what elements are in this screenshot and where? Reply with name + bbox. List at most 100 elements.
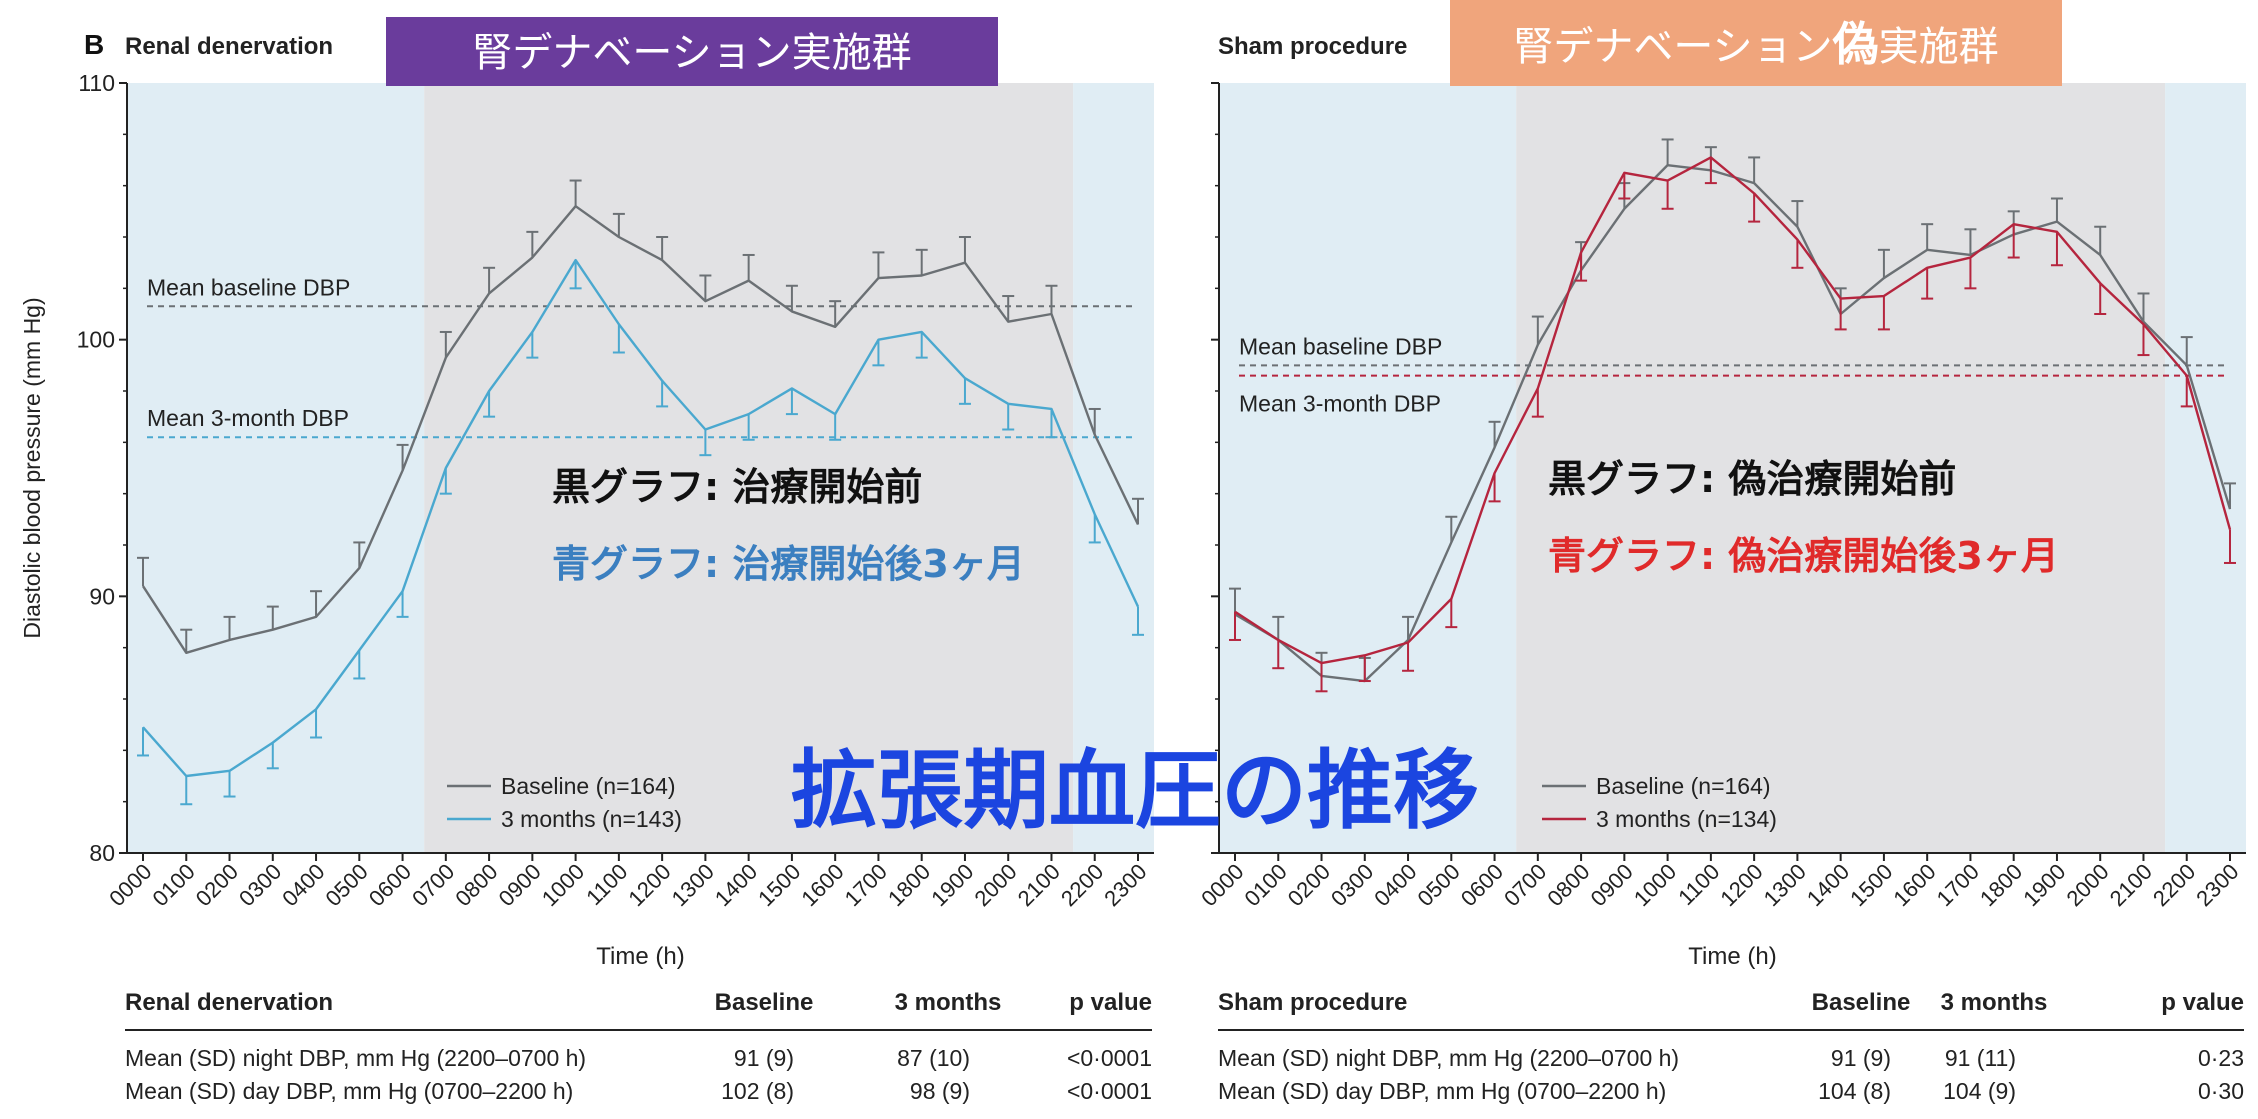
series-line (1234, 156, 2232, 665)
panel-sham: 0000010002000300040005000600070008000900… (1196, 33, 2246, 1104)
annotation-note: 青グラフ: 治療開始後3ヶ月 (552, 542, 1025, 586)
x-tick-label: 0100 (148, 859, 200, 911)
table-cell: 0·23 (2198, 1045, 2244, 1071)
rdn-banner (386, 17, 998, 86)
x-tick-label: 0700 (1499, 859, 1551, 911)
table-row: Mean (SD) day DBP, mm Hg (0700–2200 h) 10… (1218, 1078, 2244, 1104)
x-tick-label: 1000 (1629, 859, 1681, 911)
table-cell: 102 (8) (721, 1078, 794, 1104)
y-axis-title: Diastolic blood pressure (mm Hg) (19, 297, 45, 638)
x-tick-label: 1700 (840, 859, 892, 911)
x-tick-label: 1100 (1673, 859, 1724, 910)
x-tick-label: 0100 (1240, 859, 1292, 911)
x-tick-label: 0400 (1369, 859, 1421, 911)
day-band (424, 83, 1074, 853)
x-tick-label: 2300 (2191, 859, 2243, 911)
table-header: 3 months (895, 989, 1002, 1016)
y-tick-label: 80 (89, 840, 115, 866)
y-tick-label: 90 (89, 583, 115, 609)
x-tick-label: 1200 (623, 859, 675, 911)
series-1 (1229, 156, 2236, 693)
figure-label: B (84, 29, 104, 60)
table-cell: Mean (SD) night DBP, mm Hg (2200–0700 h) (125, 1045, 586, 1071)
table-cell: 91 (9) (734, 1045, 794, 1071)
x-tick-label: 1800 (883, 859, 935, 911)
panel-rdn: 80 90 100 110 000001000200030004000500060007… (77, 33, 1154, 1104)
x-tick-label: 2000 (969, 859, 1021, 911)
x-tick-label: 1200 (1715, 859, 1767, 911)
x-tick-label: 1700 (1932, 859, 1984, 911)
y-tick-label: 110 (78, 70, 115, 96)
x-tick-label: 0300 (234, 859, 286, 911)
table-cell: 104 (8) (1818, 1078, 1891, 1104)
x-tick-label: 1600 (796, 859, 848, 911)
x-tick-label: 2100 (2105, 859, 2157, 911)
sham-banner (1450, 0, 2062, 86)
x-tick-label: 0500 (321, 859, 373, 911)
series-1 (137, 258, 1144, 806)
x-axis-title: Time (h) (596, 943, 684, 970)
table-header: p value (2161, 989, 2244, 1016)
mean-line-label: Mean baseline DBP (1239, 333, 1442, 359)
main-title: 拡張期血圧の推移 (791, 741, 1479, 841)
x-tick-label: 1300 (1759, 859, 1811, 911)
night-band (1219, 83, 1517, 853)
x-tick-label: 1300 (667, 859, 719, 911)
x-tick-label: 0800 (1542, 859, 1594, 911)
x-tick-label: 0400 (277, 859, 329, 911)
panel-title: Renal denervation (125, 33, 333, 60)
table-header: Sham procedure (1218, 989, 1407, 1016)
legend-label: Baseline (n=164) (501, 773, 676, 799)
table-header: Baseline (715, 989, 814, 1016)
x-tick-label: 0200 (191, 859, 243, 911)
night-band (2165, 83, 2246, 853)
table-row: Mean (SD) night DBP, mm Hg (2200–0700 h)… (125, 1045, 1152, 1071)
night-band (1073, 83, 1154, 853)
x-tick-label: 2100 (1013, 859, 1065, 911)
panel-title: Sham procedure (1218, 33, 1407, 60)
x-tick-label: 1900 (2018, 859, 2070, 911)
x-tick-label: 0600 (364, 859, 416, 911)
x-tick-label: 0600 (1456, 859, 1508, 911)
table-cell: <0·0001 (1067, 1078, 1152, 1104)
table-header: p value (1069, 989, 1152, 1016)
x-tick-label: 1600 (1888, 859, 1940, 911)
x-tick-label: 0200 (1283, 859, 1335, 911)
x-tick-label: 1000 (537, 859, 589, 911)
series-line (141, 204, 1140, 654)
legend-label: Baseline (n=164) (1596, 773, 1771, 799)
annotation-note: 黒グラフ: 治療開始前 (552, 465, 922, 509)
x-tick-label: 1400 (1802, 859, 1854, 911)
table-cell: Mean (SD) day DBP, mm Hg (0700–2200 h) (1218, 1078, 1666, 1104)
table-row: Mean (SD) day DBP, mm Hg (0700–2200 h) 10… (125, 1078, 1152, 1104)
x-tick-label: 1500 (1845, 859, 1897, 911)
rdn-banner-text: 腎デナベーション実施群 (472, 30, 911, 76)
x-tick-label: 0800 (450, 859, 502, 911)
x-tick-label: 0700 (407, 859, 459, 911)
table-cell: 91 (11) (1945, 1045, 2016, 1071)
x-tick-label: 0300 (1326, 859, 1378, 911)
x-tick-label: 0900 (494, 859, 546, 911)
x-tick-label: 2200 (2148, 859, 2200, 911)
table-cell: <0·0001 (1067, 1045, 1152, 1071)
table-header: 3 months (1941, 989, 2048, 1016)
legend-label: 3 months (n=134) (1596, 806, 1777, 832)
legend-label: 3 months (n=143) (501, 806, 682, 832)
table-cell: Mean (SD) day DBP, mm Hg (0700–2200 h) (125, 1078, 573, 1104)
x-tick-label: 1400 (710, 859, 762, 911)
table-header: Baseline (1812, 989, 1911, 1016)
table-row: Mean (SD) night DBP, mm Hg (2200–0700 h)… (1218, 1045, 2244, 1071)
x-tick-label: 2000 (2061, 859, 2113, 911)
table-cell: 87 (10) (897, 1045, 970, 1071)
table-cell: Mean (SD) night DBP, mm Hg (2200–0700 h) (1218, 1045, 1679, 1071)
x-tick-label: 1100 (581, 859, 632, 910)
mean-line-label: Mean baseline DBP (147, 274, 350, 300)
mean-line-label: Mean 3-month DBP (147, 405, 349, 431)
x-tick-label: 0900 (1586, 859, 1638, 911)
x-tick-label: 1900 (926, 859, 978, 911)
table-cell: 104 (9) (1943, 1078, 2016, 1104)
x-tick-label: 2200 (1056, 859, 1108, 911)
annotation-note: 黒グラフ: 偽治療開始前 (1548, 457, 1956, 501)
